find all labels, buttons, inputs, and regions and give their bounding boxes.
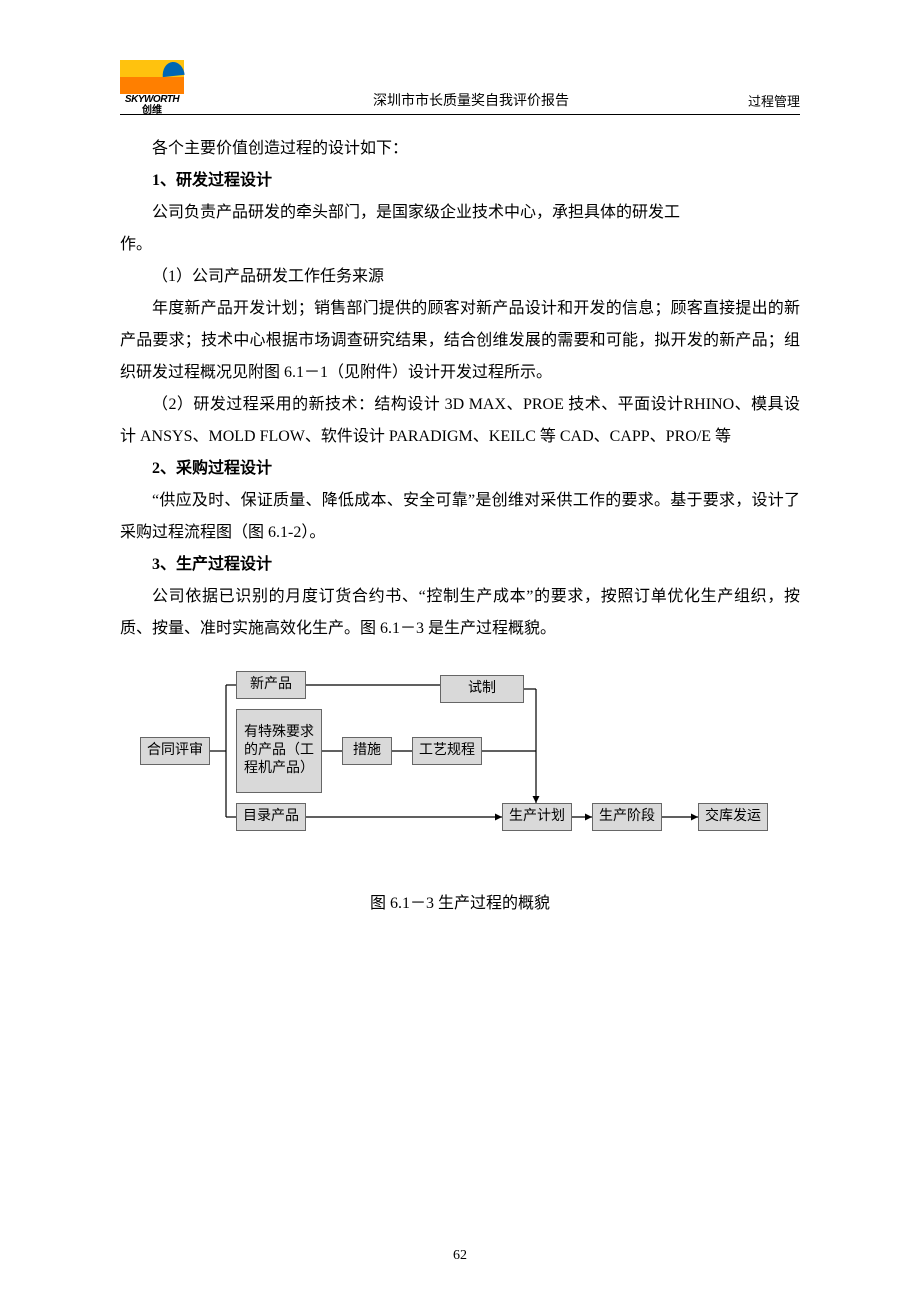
flowchart-production-process: 合同评审 新产品有特殊要求的产品（工程机产品） 目录产品 试制措施工艺规程生产计划生产…: [140, 665, 780, 865]
logo-swoosh: [161, 61, 184, 77]
flowchart-node-trial: 试制: [440, 675, 524, 703]
flowchart-node-newprod: 新产品: [236, 671, 306, 699]
flowchart-node-deliver: 交库发运: [698, 803, 768, 831]
heading-1: 1、研发过程设计: [120, 165, 800, 197]
flowchart-node-stage: 生产阶段: [592, 803, 662, 831]
body-text: 各个主要价值创造过程的设计如下： 1、研发过程设计 公司负责产品研发的牵头部门，…: [120, 133, 800, 645]
para-2b: 作。: [120, 229, 800, 261]
heading-3: 3、生产过程设计: [120, 549, 800, 581]
header-center-title: 深圳市市长质量奖自我评价报告: [194, 90, 748, 110]
flowchart-node-contract: 合同评审: [140, 737, 210, 765]
logo-text-cn: 创维: [120, 106, 184, 116]
heading-2: 2、采购过程设计: [120, 453, 800, 485]
flowchart-node-special: 有特殊要求的产品（工程机产品）: [236, 709, 322, 793]
logo-graphic: [120, 60, 184, 94]
para-7: 公司依据已识别的月度订货合约书、“控制生产成本”的要求，按照订单优化生产组织，按…: [120, 581, 800, 645]
flowchart-node-catalog: 目录产品: [236, 803, 306, 831]
flowchart-node-plan: 生产计划: [502, 803, 572, 831]
para-4: 年度新产品开发计划；销售部门提供的顾客对新产品设计和开发的信息；顾客直接提出的新…: [120, 293, 800, 389]
logo-text-en: SKYWORTH: [120, 95, 184, 105]
page-header: SKYWORTH 创维 深圳市市长质量奖自我评价报告 过程管理: [120, 60, 800, 115]
page-number: 62: [0, 1248, 920, 1264]
header-right-title: 过程管理: [748, 91, 800, 110]
para-5: （2）研发过程采用的新技术：结构设计 3D MAX、PROE 技术、平面设计RH…: [120, 389, 800, 453]
flowchart-node-measure: 措施: [342, 737, 392, 765]
figure-caption: 图 6.1－3 生产过程的概貌: [120, 889, 800, 913]
skyworth-logo: SKYWORTH 创维: [120, 60, 184, 112]
header-titles: 深圳市市长质量奖自我评价报告 过程管理: [194, 90, 800, 112]
para-2a: 公司负责产品研发的牵头部门，是国家级企业技术中心，承担具体的研发工: [120, 197, 800, 229]
para-6: “供应及时、保证质量、降低成本、安全可靠”是创维对采供工作的要求。基于要求，设计…: [120, 485, 800, 549]
flowchart-node-process: 工艺规程: [412, 737, 482, 765]
para-3: （1）公司产品研发工作任务来源: [120, 261, 800, 293]
document-page: SKYWORTH 创维 深圳市市长质量奖自我评价报告 过程管理 各个主要价值创造…: [0, 0, 920, 1302]
para-intro: 各个主要价值创造过程的设计如下：: [120, 133, 800, 165]
